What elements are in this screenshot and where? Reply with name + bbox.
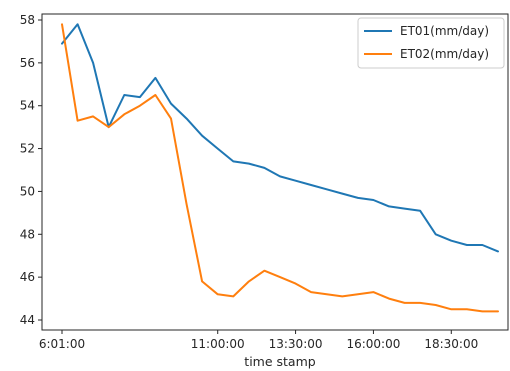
y-tick-label: 52 <box>20 142 35 156</box>
y-axis: 44 46 48 50 52 54 56 58 <box>20 13 42 327</box>
y-tick-label: 54 <box>20 99 35 113</box>
y-tick-label: 56 <box>20 56 35 70</box>
y-tick-label: 46 <box>20 270 35 284</box>
legend: ET01(mm/day) ET02(mm/day) <box>357 17 505 69</box>
x-tick-label: 13:30:00 <box>269 337 323 351</box>
series-lines <box>61 23 499 313</box>
x-tick-label: 6:01:00 <box>39 337 85 351</box>
x-tick-label: 11:00:00 <box>191 337 245 351</box>
legend-label-et02: ET02(mm/day) <box>400 47 489 61</box>
series-line-et01 <box>61 23 499 253</box>
x-axis-label: time stamp <box>244 354 315 369</box>
x-tick-label: 18:30:00 <box>424 337 478 351</box>
x-tick-label: 16:00:00 <box>346 337 400 351</box>
x-axis: 6:01:00 11:00:00 13:30:00 16:00:00 18:30:00 <box>39 330 478 351</box>
legend-box <box>357 17 505 69</box>
y-tick-label: 50 <box>20 184 35 198</box>
y-tick-label: 58 <box>20 13 35 27</box>
series-line-et02 <box>61 23 499 313</box>
y-tick-label: 44 <box>20 313 35 327</box>
legend-label-et01: ET01(mm/day) <box>400 24 489 38</box>
y-tick-label: 48 <box>20 227 35 241</box>
